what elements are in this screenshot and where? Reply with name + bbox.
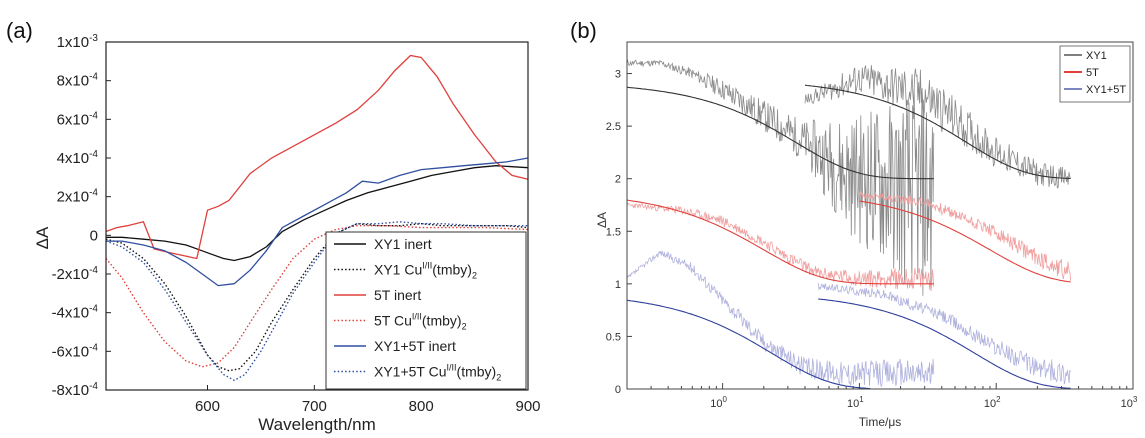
- chart-a-ytick-label: -8x10-4: [52, 381, 99, 399]
- chart-a-legend-label: 5T CuI/II(tmby)2: [374, 312, 467, 332]
- chart-b-fit-2-early: [626, 199, 934, 285]
- chart-b-xtick-label: 102: [984, 395, 1001, 410]
- chart-b-fit-1-early: [626, 86, 934, 180]
- chart-b-ytick-label: 0.5: [606, 331, 621, 343]
- chart-a-series-line-1: [106, 165, 529, 262]
- chart-a-legend-label: XY1 CuI/II(tmby)2: [374, 261, 477, 281]
- chart-b-ytick-label: 1.5: [606, 226, 621, 238]
- chart-a-series-line-6: [105, 221, 528, 382]
- chart-b-fit-2-late: [859, 200, 1071, 283]
- chart-b-fit-3-early: [626, 299, 871, 390]
- chart-a-legend-label: XY1+5T inert: [374, 338, 456, 354]
- chart-a-ytick-label: 1x10-3: [57, 33, 99, 51]
- chart-a-series-line-3: [105, 54, 529, 260]
- chart-b-xtick-label: 101: [847, 395, 864, 410]
- chart-a-ytick-label: 6x10-4: [57, 110, 99, 128]
- chart-b-legend-label: 5T: [1086, 67, 1099, 79]
- chart-a-ytick-label: 8x10-4: [57, 72, 99, 90]
- chart-a-xtick-label: 700: [302, 398, 327, 415]
- chart-b-trace-1-early: [626, 59, 935, 296]
- chart-a-ytick-label: 2x10-4: [57, 188, 99, 206]
- chart-b-fit-1-late: [804, 84, 1071, 179]
- chart-b-legend-label: XY1+5T: [1086, 84, 1126, 96]
- chart-a-ytick-label: 0: [90, 227, 98, 244]
- chart-b-trace-3-late: [817, 282, 1071, 385]
- chart-a-ytick-label: -4x10-4: [52, 304, 99, 322]
- chart-b-ytick-label: 2.5: [606, 121, 621, 133]
- chart-a: (a) 600 700 800 900 1x10-3 8x10-4 6x10-4 4x10-4…: [6, 18, 541, 434]
- chart-b: (b) 100 101 102 103 0 0.5 1 1.5 2 2.5 3 XY1 5T XY1+5…: [570, 18, 1138, 429]
- chart-a-legend-box: [325, 231, 527, 390]
- chart-a-xlabel: Wavelength/nm: [258, 415, 375, 434]
- chart-a-series: [105, 54, 529, 382]
- chart-b-xtick-label: 100: [710, 395, 727, 410]
- chart-b-series: [626, 59, 1071, 390]
- chart-b-xlabel: Time/μs: [859, 415, 901, 429]
- chart-b-ytick-label: 2: [615, 174, 621, 186]
- chart-a-ticks: 600 700 800 900 1x10-3 8x10-4 6x10-4 4x10-4 2x10…: [52, 33, 541, 415]
- chart-a-legend-label: 5T inert: [374, 287, 421, 303]
- chart-b-ytick-label: 1: [615, 279, 621, 291]
- chart-a-series-line-5: [106, 157, 529, 287]
- chart-a-xtick-label: 600: [195, 398, 220, 415]
- chart-a-legend-label: XY1 inert: [374, 236, 432, 252]
- chart-b-legend: XY1 5T XY1+5T: [1059, 45, 1131, 103]
- chart-b-legend-label: XY1: [1086, 50, 1107, 62]
- chart-b-frame: [626, 41, 1134, 390]
- chart-a-ytick-label: -2x10-4: [52, 265, 99, 283]
- panel-b-label: (b): [570, 18, 597, 43]
- chart-a-frame: [105, 41, 529, 391]
- chart-a-series-line-4: [105, 225, 529, 368]
- chart-a-ytick-label: -6x10-4: [52, 342, 99, 360]
- chart-a-ylabel: ΔA: [33, 226, 52, 249]
- chart-b-trace-3-early: [626, 250, 935, 388]
- chart-a-legend-label: XY1+5T CuI/II(tmby)2: [374, 363, 501, 383]
- chart-b-ticks: 100 101 102 103 0 0.5 1 1.5 2 2.5 3: [606, 69, 1138, 410]
- chart-b-ytick-label: 0: [615, 384, 621, 396]
- chart-b-trace-2-late: [859, 191, 1071, 281]
- chart-a-legend: XY1 inert XY1 CuI/II(tmby)2 5T inert 5T CuI…: [325, 231, 527, 390]
- chart-b-ylabel: ΔA: [595, 212, 609, 228]
- chart-b-trace-2-early: [626, 202, 935, 291]
- chart-b-fit-3-late: [818, 298, 1071, 389]
- chart-b-xtick-label: 103: [1121, 395, 1138, 410]
- chart-b-ytick-label: 3: [615, 69, 621, 81]
- chart-b-trace-1-late: [804, 65, 1071, 189]
- chart-a-xtick-label: 900: [515, 398, 540, 415]
- chart-a-ytick-label: 4x10-4: [57, 149, 99, 167]
- panel-a-label: (a): [6, 18, 33, 43]
- chart-a-xtick-label: 800: [409, 398, 434, 415]
